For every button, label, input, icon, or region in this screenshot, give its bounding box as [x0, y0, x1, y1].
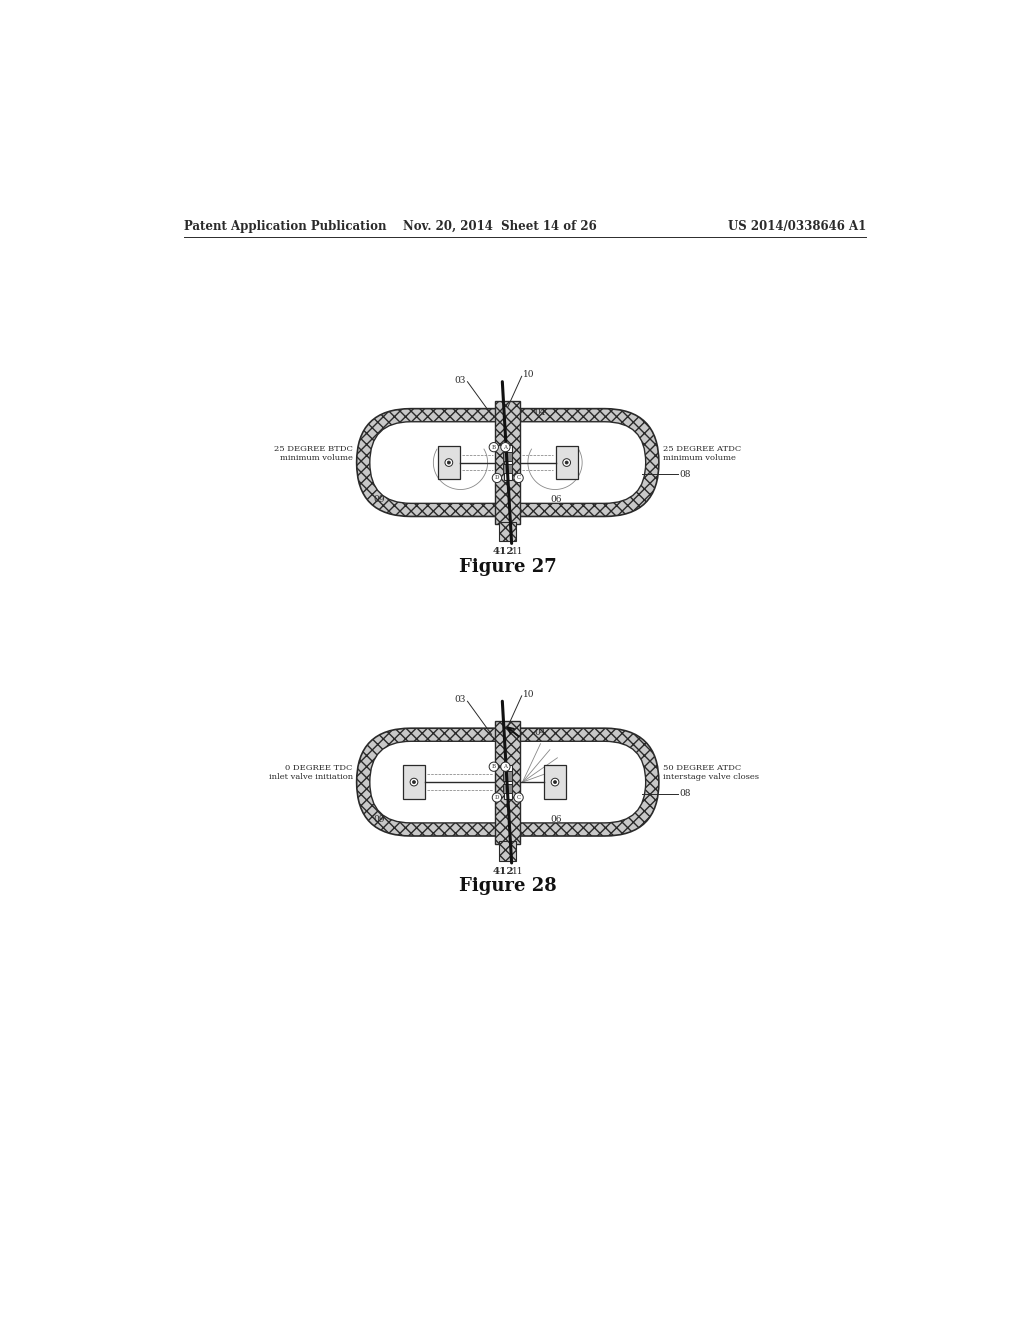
Text: A: A [504, 445, 508, 450]
Bar [496, 721, 520, 843]
Circle shape [563, 459, 570, 466]
Text: minimum volume: minimum volume [280, 454, 352, 462]
Text: 25 DEGREE ATDC: 25 DEGREE ATDC [663, 445, 741, 453]
Text: minimum volume: minimum volume [663, 454, 735, 462]
Circle shape [501, 762, 510, 771]
Text: 11: 11 [512, 867, 523, 875]
Bar [496, 401, 520, 524]
Circle shape [565, 461, 568, 465]
Bar [504, 445, 512, 480]
Circle shape [554, 780, 557, 784]
Text: D: D [495, 795, 499, 800]
FancyBboxPatch shape [356, 729, 658, 836]
Text: 412: 412 [493, 548, 514, 556]
Text: 06: 06 [550, 814, 562, 824]
Text: 08: 08 [680, 470, 691, 479]
FancyBboxPatch shape [356, 409, 658, 516]
Text: 10: 10 [523, 690, 535, 698]
Text: 11: 11 [512, 548, 523, 556]
Text: 09: 09 [374, 495, 385, 504]
FancyBboxPatch shape [370, 422, 646, 503]
Text: D: D [495, 475, 499, 480]
Text: interstage valve closes: interstage valve closes [663, 774, 759, 781]
Text: Patent Application Publication: Patent Application Publication [183, 219, 386, 232]
Circle shape [493, 793, 502, 803]
Text: 04: 04 [535, 727, 546, 737]
Circle shape [514, 793, 523, 803]
Text: 03: 03 [455, 696, 466, 704]
Text: C: C [516, 475, 520, 480]
Text: US 2014/0338646 A1: US 2014/0338646 A1 [727, 219, 866, 232]
FancyBboxPatch shape [370, 742, 646, 822]
Text: Nov. 20, 2014  Sheet 14 of 26: Nov. 20, 2014 Sheet 14 of 26 [403, 219, 597, 232]
Text: Figure 27: Figure 27 [459, 557, 557, 576]
Circle shape [489, 442, 499, 451]
Text: 25 DEGREE BTDC: 25 DEGREE BTDC [273, 445, 352, 453]
Circle shape [501, 442, 510, 451]
Circle shape [413, 780, 416, 784]
Circle shape [489, 762, 499, 771]
Text: C: C [516, 795, 520, 800]
Text: 09: 09 [374, 814, 385, 824]
Bar [503, 451, 512, 461]
Text: 06: 06 [550, 495, 562, 504]
Bar [504, 764, 512, 800]
Text: B: B [492, 445, 496, 450]
Text: 50 DEGREE ATDC: 50 DEGREE ATDC [663, 764, 741, 772]
Text: 04: 04 [535, 408, 546, 417]
Circle shape [410, 779, 418, 785]
Bar [500, 841, 516, 861]
Bar [544, 766, 566, 799]
Text: inlet valve initiation: inlet valve initiation [268, 774, 352, 781]
Text: Figure 28: Figure 28 [459, 876, 557, 895]
Bar [556, 446, 578, 479]
Circle shape [551, 779, 559, 785]
Text: 08: 08 [680, 789, 691, 799]
Bar [438, 446, 460, 479]
Text: 03: 03 [455, 376, 466, 384]
Circle shape [445, 459, 453, 466]
Bar [503, 771, 512, 780]
Bar [503, 465, 512, 474]
Circle shape [447, 461, 451, 465]
Circle shape [514, 474, 523, 483]
Text: 0 DEGREE TDC: 0 DEGREE TDC [286, 764, 352, 772]
Text: 412: 412 [493, 867, 514, 875]
Bar [503, 784, 512, 793]
Bar [500, 521, 516, 541]
Circle shape [493, 474, 502, 483]
Text: 10: 10 [523, 371, 535, 379]
Text: B: B [492, 764, 496, 770]
Bar [403, 766, 425, 799]
Text: A: A [504, 764, 508, 770]
